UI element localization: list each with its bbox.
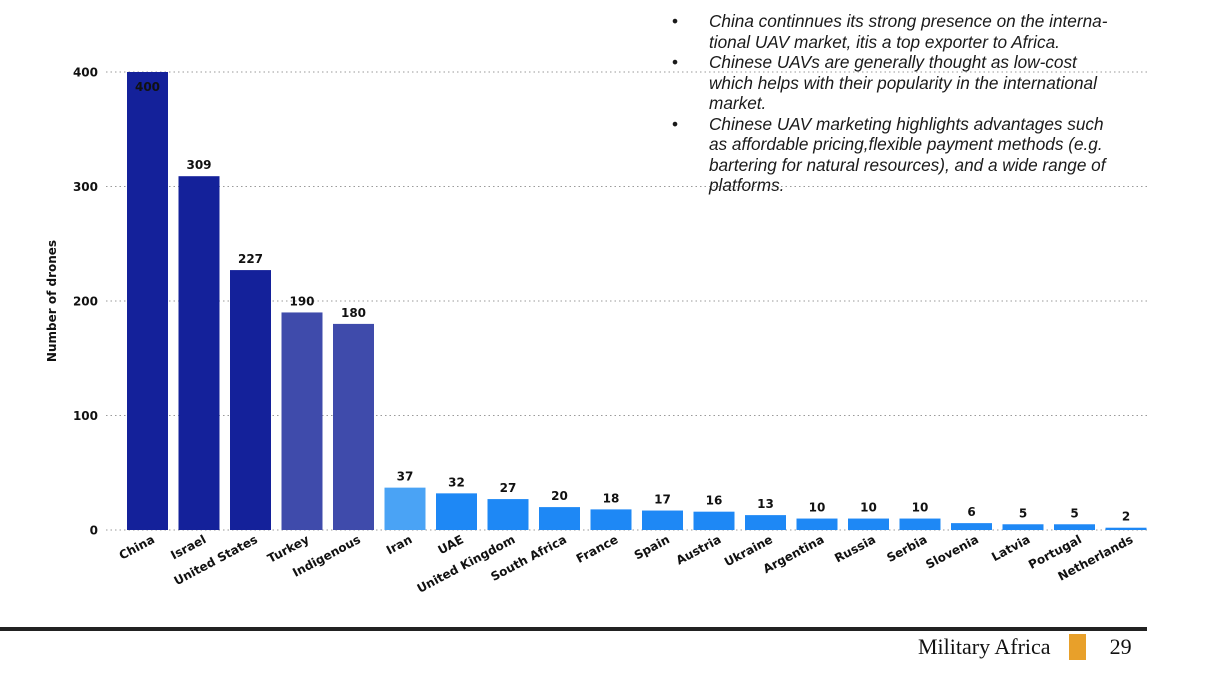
bullet-line: China continnues its strong presence on …: [709, 11, 1108, 31]
bullet-line: tional UAV market, itis a top exporter t…: [709, 31, 1060, 52]
data-labels: 400 309 227 190 180 37 32 27 20 18 17 16 13 10 10 10 6 5 5…: [135, 80, 1130, 524]
data-label: 20: [551, 489, 568, 503]
data-label: 227: [238, 252, 263, 266]
data-label: 37: [397, 470, 414, 484]
footer-rule: [0, 627, 1147, 631]
data-label: 10: [860, 501, 877, 515]
x-category-label: Austria: [674, 532, 724, 567]
bar-united-states: [230, 270, 271, 530]
data-label: 16: [706, 494, 723, 508]
bullet-list: • China continnues its strong presence on…: [672, 11, 1152, 196]
bullet-line: which helps with their popularity in the…: [709, 72, 1097, 93]
bullet-line: market.: [709, 93, 767, 113]
bar-israel: [178, 176, 220, 530]
bar-uae: [436, 493, 477, 530]
bullet-dot-icon: •: [672, 52, 679, 72]
x-category-label: Iran: [384, 532, 414, 557]
page-number: 29: [1109, 634, 1132, 659]
footer-brand: Military Africa: [918, 634, 1051, 659]
data-label: 32: [448, 475, 465, 489]
bar-united-kingdom: [487, 499, 529, 530]
bullet-line: bartering for natural resources), and a …: [709, 154, 1106, 175]
bar-russia: [848, 518, 889, 530]
bullet-line: Chinese UAV marketing highlights advanta…: [709, 113, 1104, 134]
bar-iran: [384, 487, 426, 530]
x-category-label: Slovenia: [923, 532, 981, 571]
y-tick-label: 0: [90, 524, 98, 538]
bar-turkey: [281, 312, 323, 530]
data-label: 2: [1122, 510, 1130, 524]
bullet-dot-icon: •: [672, 113, 679, 134]
bullet-dot-icon: •: [672, 11, 679, 31]
data-label: 190: [289, 294, 314, 308]
bar-spain: [642, 510, 683, 530]
bar-china: [127, 72, 168, 530]
bar-netherlands: [1105, 527, 1147, 530]
x-category-label: UAE: [436, 532, 466, 557]
bar-france: [590, 509, 632, 530]
data-label: 5: [1070, 506, 1078, 520]
data-label: 18: [603, 491, 620, 505]
bars: [127, 72, 1147, 530]
footer: Military Africa 29: [918, 633, 1132, 661]
x-category-label: Israel: [168, 532, 208, 562]
y-tick-label: 400: [73, 66, 98, 80]
bar-ukraine: [745, 515, 786, 530]
bar-slovenia: [951, 523, 992, 530]
bullet-line: as affordable pricing,flexible payment m…: [709, 134, 1103, 154]
x-category-label: France: [574, 532, 621, 566]
footer-accent-square: [1068, 634, 1086, 660]
bar-south-africa: [539, 507, 580, 530]
x-category-label: Spain: [632, 532, 672, 562]
y-tick-label: 300: [73, 180, 98, 194]
bullet-item: • Chinese UAVs are generally thought as l…: [672, 52, 1152, 114]
data-label: 13: [757, 497, 774, 511]
y-axis-ticks: 0 100 200 300 400: [73, 66, 98, 538]
x-category-label: Serbia: [884, 532, 929, 565]
data-label: 400: [135, 80, 160, 94]
bar-latvia: [1002, 524, 1044, 530]
y-axis-title: Number of drones: [45, 240, 59, 362]
bar-indigenous: [333, 323, 374, 530]
y-tick-label: 100: [73, 409, 98, 423]
x-category-label: China: [117, 532, 157, 562]
data-label: 10: [912, 501, 929, 515]
bullet-line: Chinese UAVs are generally thought as lo…: [709, 52, 1077, 72]
bullet-item: • Chinese UAV marketing highlights advant…: [672, 114, 1152, 196]
data-label: 10: [809, 501, 826, 515]
y-tick-label: 200: [73, 295, 98, 309]
bar-argentina: [796, 518, 838, 530]
bar-serbia: [899, 518, 941, 530]
bullet-item: • China continnues its strong presence on…: [672, 11, 1152, 52]
x-category-label: Russia: [832, 532, 878, 565]
data-label: 5: [1019, 506, 1027, 520]
data-label: 17: [654, 493, 671, 507]
bar-austria: [693, 511, 735, 530]
bullet-line: platforms.: [709, 175, 785, 195]
data-label: 27: [500, 481, 517, 495]
data-label: 309: [186, 158, 211, 172]
data-label: 180: [341, 306, 366, 320]
bar-portugal: [1054, 524, 1095, 530]
data-label: 6: [967, 505, 975, 519]
